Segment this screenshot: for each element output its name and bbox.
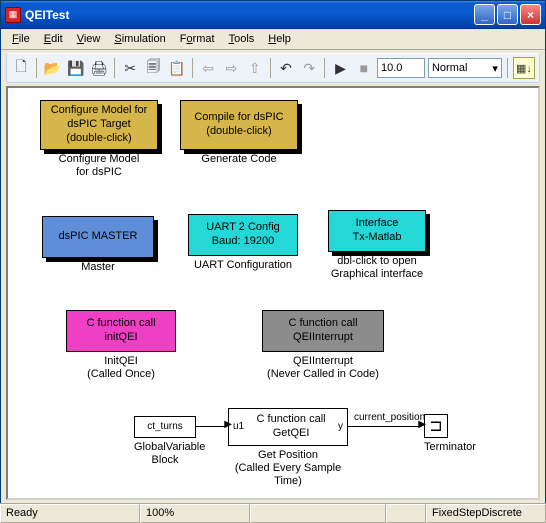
simulation-time-input[interactable] bbox=[377, 58, 425, 78]
block-getqei-caption: Get Position(Called Every Sample Time) bbox=[228, 449, 348, 489]
signal-line bbox=[348, 426, 420, 427]
block-uart[interactable]: UART 2 ConfigBaud: 19200 UART Configurati… bbox=[188, 214, 298, 272]
close-button[interactable]: × bbox=[520, 4, 541, 25]
status-bar: Ready 100% FixedStepDiscrete bbox=[0, 503, 546, 523]
model-canvas[interactable]: Configure Model fordsPIC Target(double-c… bbox=[6, 86, 540, 500]
status-solver: FixedStepDiscrete bbox=[426, 504, 546, 523]
maximize-button[interactable]: □ bbox=[497, 4, 518, 25]
window-title: QEITest bbox=[25, 8, 474, 22]
block-getqei[interactable]: u1C function callGetQEIyGet Position(Cal… bbox=[228, 408, 348, 489]
open-icon[interactable]: 📂 bbox=[42, 57, 62, 79]
menu-bar: File Edit View Simulation Format Tools H… bbox=[1, 29, 545, 50]
status-empty bbox=[250, 504, 386, 523]
block-uart-caption: UART Configuration bbox=[188, 259, 298, 272]
block-uart-body: UART 2 ConfigBaud: 19200 bbox=[188, 214, 298, 256]
block-global[interactable]: ct_turns GlobalVariableBlock bbox=[134, 416, 196, 467]
status-ready: Ready bbox=[0, 504, 140, 523]
stop-icon[interactable]: ■ bbox=[354, 57, 374, 79]
menu-view[interactable]: View bbox=[70, 31, 108, 47]
block-iface-body: InterfaceTx-Matlab bbox=[328, 210, 426, 252]
block-iface-caption: dbl-click to openGraphical interface bbox=[328, 255, 426, 281]
paste-icon[interactable]: 📋 bbox=[167, 57, 187, 79]
block-compile-caption: Generate Code bbox=[180, 153, 298, 166]
block-iface[interactable]: InterfaceTx-Matlab dbl-click to openGraph… bbox=[328, 210, 426, 281]
signal-label: current_position bbox=[354, 412, 425, 423]
block-master[interactable]: dsPIC MASTER Master bbox=[42, 216, 154, 274]
terminator-icon: ⊐ bbox=[424, 414, 448, 438]
menu-simulation[interactable]: Simulation bbox=[107, 31, 172, 47]
window-controls: _ □ × bbox=[474, 4, 541, 25]
menu-file[interactable]: File bbox=[5, 31, 37, 47]
print-icon[interactable]: 🖨 bbox=[89, 57, 109, 79]
signal-line bbox=[196, 426, 226, 427]
port-out-label: y bbox=[338, 421, 343, 434]
minimize-button[interactable]: _ bbox=[474, 4, 495, 25]
menu-format[interactable]: Format bbox=[173, 31, 222, 47]
menu-help[interactable]: Help bbox=[261, 31, 298, 47]
block-terminator-caption: Terminator bbox=[424, 441, 448, 454]
simulation-mode-value: Normal bbox=[432, 62, 467, 74]
block-initqei[interactable]: C function callinitQEI InitQEI(Called Onc… bbox=[66, 310, 176, 381]
block-initqei-caption: InitQEI(Called Once) bbox=[66, 355, 176, 381]
block-qeiint[interactable]: C function callQEIInterrupt QEIInterrupt(… bbox=[262, 310, 384, 381]
build-icon[interactable]: ▦↓ bbox=[513, 57, 535, 79]
block-master-caption: Master bbox=[42, 261, 154, 274]
forward-icon[interactable]: ⇨ bbox=[221, 57, 241, 79]
block-cfg-body: Configure Model fordsPIC Target(double-c… bbox=[40, 100, 158, 150]
menu-tools[interactable]: Tools bbox=[222, 31, 262, 47]
status-zoom: 100% bbox=[140, 504, 250, 523]
redo-icon[interactable]: ↷ bbox=[299, 57, 319, 79]
back-icon[interactable]: ⇦ bbox=[198, 57, 218, 79]
block-global-body: ct_turns bbox=[134, 416, 196, 438]
play-icon[interactable]: ▶ bbox=[330, 57, 350, 79]
toolbar: 🗋 📂 💾 🖨 ✂ 🗐 📋 ⇦ ⇨ ⇧ ↶ ↷ ▶ ■ Normal ▾ ▦↓ bbox=[6, 53, 540, 83]
up-icon[interactable]: ⇧ bbox=[245, 57, 265, 79]
copy-icon[interactable]: 🗐 bbox=[143, 57, 163, 79]
undo-icon[interactable]: ↶ bbox=[276, 57, 296, 79]
cut-icon[interactable]: ✂ bbox=[120, 57, 140, 79]
block-qeiint-caption: QEIInterrupt(Never Called in Code) bbox=[262, 355, 384, 381]
title-bar: ▦ QEITest _ □ × bbox=[1, 1, 545, 29]
block-compile-body: Compile for dsPIC(double-click) bbox=[180, 100, 298, 150]
chevron-down-icon: ▾ bbox=[492, 62, 498, 75]
block-master-body: dsPIC MASTER bbox=[42, 216, 154, 258]
new-icon[interactable]: 🗋 bbox=[11, 57, 31, 79]
block-cfg-caption: Configure Modelfor dsPIC bbox=[40, 153, 158, 179]
menu-edit[interactable]: Edit bbox=[37, 31, 70, 47]
status-t bbox=[386, 504, 426, 523]
simulation-mode-select[interactable]: Normal ▾ bbox=[428, 58, 502, 78]
block-initqei-body: C function callinitQEI bbox=[66, 310, 176, 352]
block-global-caption: GlobalVariableBlock bbox=[134, 441, 196, 467]
block-compile[interactable]: Compile for dsPIC(double-click) Generate … bbox=[180, 100, 298, 166]
app-icon: ▦ bbox=[5, 7, 21, 23]
block-getqei-body: u1C function callGetQEIy bbox=[228, 408, 348, 446]
save-icon[interactable]: 💾 bbox=[66, 57, 86, 79]
block-terminator[interactable]: ⊐ Terminator bbox=[424, 414, 448, 454]
block-qeiint-body: C function callQEIInterrupt bbox=[262, 310, 384, 352]
port-in-label: u1 bbox=[233, 421, 244, 434]
block-cfg[interactable]: Configure Model fordsPIC Target(double-c… bbox=[40, 100, 158, 179]
